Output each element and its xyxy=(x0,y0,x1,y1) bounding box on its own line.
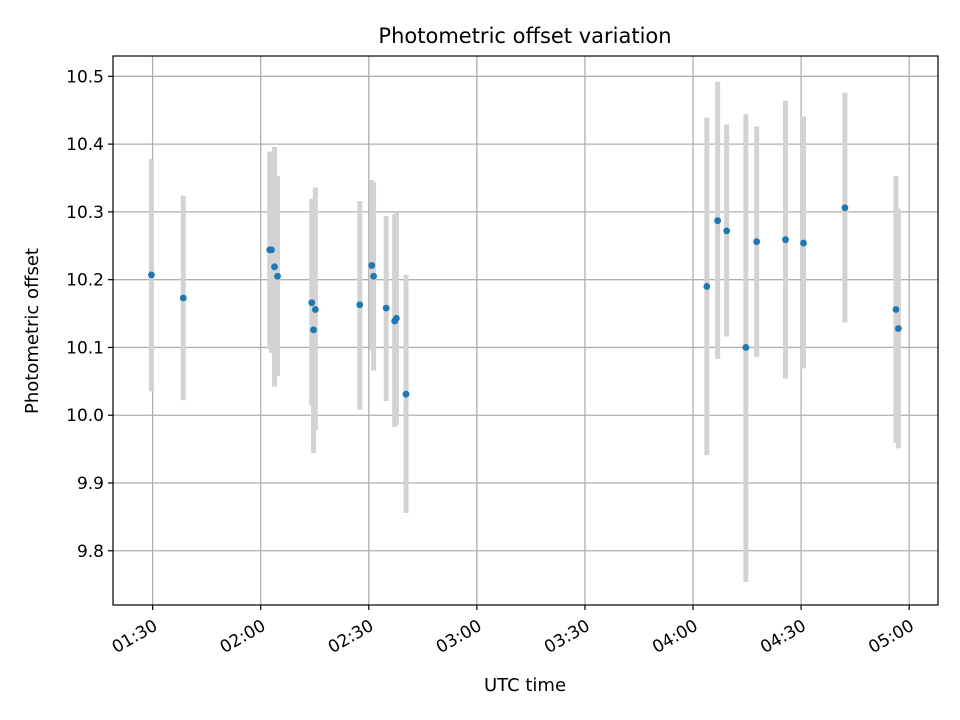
y-tick-label: 10.5 xyxy=(66,67,104,87)
data-point xyxy=(382,304,390,312)
data-point xyxy=(179,294,187,302)
data-point xyxy=(892,306,900,313)
x-axis-label: UTC time xyxy=(484,675,566,696)
data-point xyxy=(310,326,317,334)
y-tick-label: 10.3 xyxy=(66,203,104,223)
data-point xyxy=(742,344,750,351)
data-point xyxy=(148,271,155,279)
data-point xyxy=(308,299,316,307)
data-point xyxy=(370,272,377,280)
y-tick-label: 10.0 xyxy=(66,406,104,426)
data-point xyxy=(841,204,849,212)
data-point xyxy=(268,246,275,254)
y-tick-label: 9.9 xyxy=(77,474,104,494)
data-point xyxy=(782,236,789,244)
y-tick-label: 10.4 xyxy=(66,135,104,155)
data-point xyxy=(800,239,807,247)
data-point xyxy=(356,301,364,309)
data-point xyxy=(894,325,902,332)
data-point xyxy=(368,262,376,269)
data-point xyxy=(703,283,711,290)
data-point xyxy=(274,272,281,280)
chart-title: Photometric offset variation xyxy=(378,24,671,48)
y-tick-label: 9.8 xyxy=(77,542,104,562)
y-axis-label: Photometric offset xyxy=(22,248,43,414)
data-point xyxy=(723,227,731,235)
y-tick-label: 10.2 xyxy=(66,271,104,291)
y-tick-label: 10.1 xyxy=(66,338,104,358)
plot-frame xyxy=(112,55,939,606)
data-point xyxy=(402,390,410,398)
data-point xyxy=(714,217,722,225)
data-points xyxy=(148,204,902,398)
y-axis-ticks: 9.8 9.9 10.0 10.1 10.2 10.3 10.4 10.5 xyxy=(66,67,113,562)
grid xyxy=(113,56,938,605)
data-point xyxy=(393,314,400,322)
data-point xyxy=(311,306,319,313)
data-point xyxy=(271,263,278,271)
data-point xyxy=(753,238,761,246)
